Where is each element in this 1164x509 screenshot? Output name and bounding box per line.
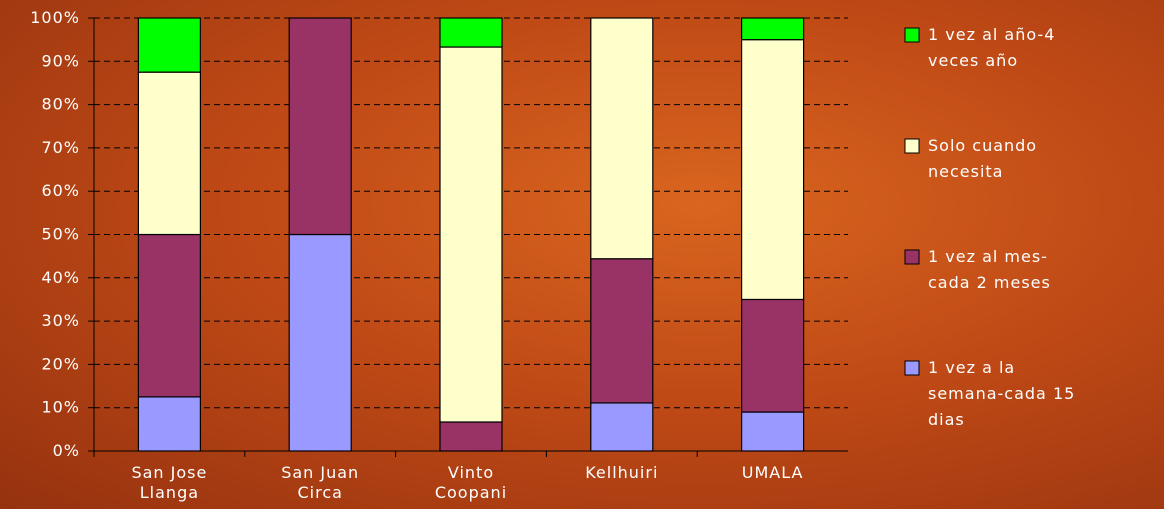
y-tick-label: 40%	[41, 267, 80, 286]
bar-segment	[590, 258, 654, 404]
bar-segment	[590, 17, 654, 260]
bar-segment	[137, 396, 201, 452]
y-tick-label: 60%	[41, 181, 80, 200]
legend-label: 1 vez al año-4 veces año	[928, 25, 1055, 70]
x-tick-label: UMALA	[742, 463, 804, 482]
y-tick-label: 70%	[41, 137, 80, 156]
x-tick-label: Kellhuiri	[585, 463, 658, 482]
y-tick-label: 10%	[41, 397, 80, 416]
bar-segment	[439, 17, 503, 48]
x-tick-label: San Jose Llanga	[131, 463, 207, 502]
bar-segment	[288, 233, 352, 452]
bar-segment	[740, 17, 805, 41]
bar-segment	[137, 17, 201, 73]
legend-swatch	[904, 27, 920, 43]
legend-label: 1 vez a la semana-cada 15 dias	[928, 358, 1075, 429]
y-tick-label: 50%	[41, 224, 80, 243]
y-tick-label: 90%	[41, 51, 80, 70]
x-tick-label: Vinto Coopani	[435, 463, 507, 502]
y-tick-label: 100%	[30, 8, 80, 27]
bar-segment	[590, 402, 654, 452]
y-tick-label: 20%	[41, 354, 80, 373]
bar-segment	[740, 411, 805, 452]
y-tick-label: 0%	[53, 441, 80, 460]
bar-segment	[740, 298, 805, 413]
bar-segment	[137, 233, 201, 398]
legend-swatch	[904, 360, 920, 376]
legend-label: 1 vez al mes-cada 2 meses	[928, 247, 1051, 292]
x-tick-label: San Juan Circa	[281, 463, 359, 502]
y-tick-label: 30%	[41, 311, 80, 330]
legend-swatch	[904, 249, 920, 265]
y-tick-label: 80%	[41, 94, 80, 113]
legend-swatch	[904, 138, 920, 154]
bar-segment	[137, 71, 201, 236]
legend-label: Solo cuando necesita	[928, 136, 1037, 181]
bar-segment	[439, 46, 503, 423]
bar-segment	[288, 17, 352, 236]
bar-segment	[740, 39, 805, 301]
bar-segment	[439, 421, 503, 452]
